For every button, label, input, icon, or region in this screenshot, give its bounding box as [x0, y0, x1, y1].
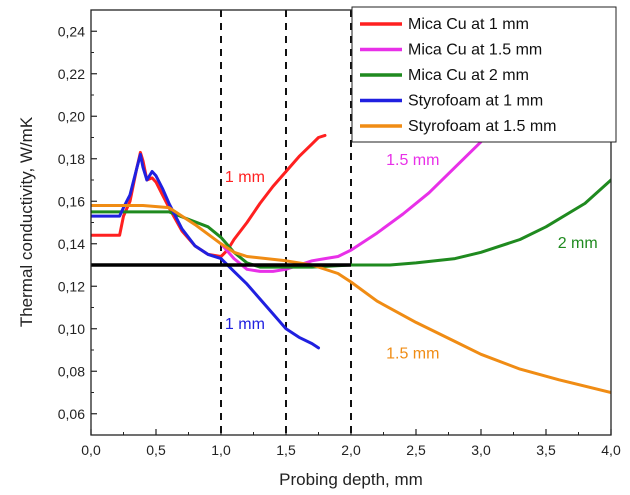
curve-annotation: 1.5 mm: [386, 346, 439, 363]
y-axis-ticks: 0,06 0,08 0,10 0,12 0,14 0,16 0,18 0,20 0,22 0,24: [58, 9, 97, 422]
x-tick-label: 2,0: [341, 442, 361, 458]
y-tick-label: 0,20: [58, 108, 85, 124]
x-tick-label: 1,5: [276, 442, 296, 458]
curve-annotation: 2 mm: [558, 235, 598, 252]
x-axis-ticks: 0,0 0,5 1,0 1,5 2,0 2,5 3,0 3,5 4,0: [81, 429, 621, 458]
legend-label: Mica Cu at 2 mm: [408, 67, 529, 84]
series-line-mica-cu-at-2-mm: [91, 178, 611, 269]
legend-label: Mica Cu at 1 mm: [408, 16, 529, 33]
y-tick-label: 0,16: [58, 193, 85, 209]
y-tick-label: 0,14: [58, 236, 85, 252]
y-tick-label: 0,08: [58, 363, 85, 379]
x-tick-label: 3,5: [536, 442, 556, 458]
plot-frame: [90, 9, 612, 436]
y-tick-label: 0,22: [58, 66, 85, 82]
legend-label: Styrofoam at 1 mm: [408, 93, 543, 110]
curve-annotation: 1 mm: [225, 316, 265, 333]
y-tick-label: 0,06: [58, 406, 85, 422]
x-tick-label: 4,0: [601, 442, 621, 458]
legend: Mica Cu at 1 mm Mica Cu at 1.5 mm Mica Cu …: [351, 6, 617, 143]
x-tick-label: 3,0: [471, 442, 491, 458]
y-tick-label: 0,18: [58, 151, 85, 167]
x-tick-label: 0,5: [146, 442, 166, 458]
x-axis-title: Probing depth, mm: [279, 470, 423, 489]
legend-label: Mica Cu at 1.5 mm: [408, 42, 542, 59]
x-tick-label: 1,0: [211, 442, 231, 458]
series-line-styrofoam-at-1-mm: [91, 153, 320, 350]
series-line-mica-cu-at-1-mm: [91, 133, 327, 258]
y-axis-title: Thermal conductivity, W/mK: [17, 116, 36, 327]
y-tick-label: 0,24: [58, 23, 85, 39]
series-line-styrofoam-at-1-5-mm: [91, 204, 611, 394]
series-layer: [91, 125, 611, 394]
curve-annotations: 1 mm 1.5 mm 2 mm 1 mm 1.5 mm: [225, 152, 598, 362]
curve-annotation: 1.5 mm: [386, 152, 439, 169]
y-tick-label: 0,10: [58, 321, 85, 337]
curve-annotation: 1 mm: [225, 169, 265, 186]
y-tick-label: 0,12: [58, 278, 85, 294]
x-tick-label: 2,5: [406, 442, 426, 458]
vertical-dashed-lines: [220, 10, 352, 435]
x-tick-label: 0,0: [81, 442, 101, 458]
series-line-mica-cu-at-1-5-mm: [219, 125, 496, 273]
legend-label: Styrofoam at 1.5 mm: [408, 118, 557, 135]
